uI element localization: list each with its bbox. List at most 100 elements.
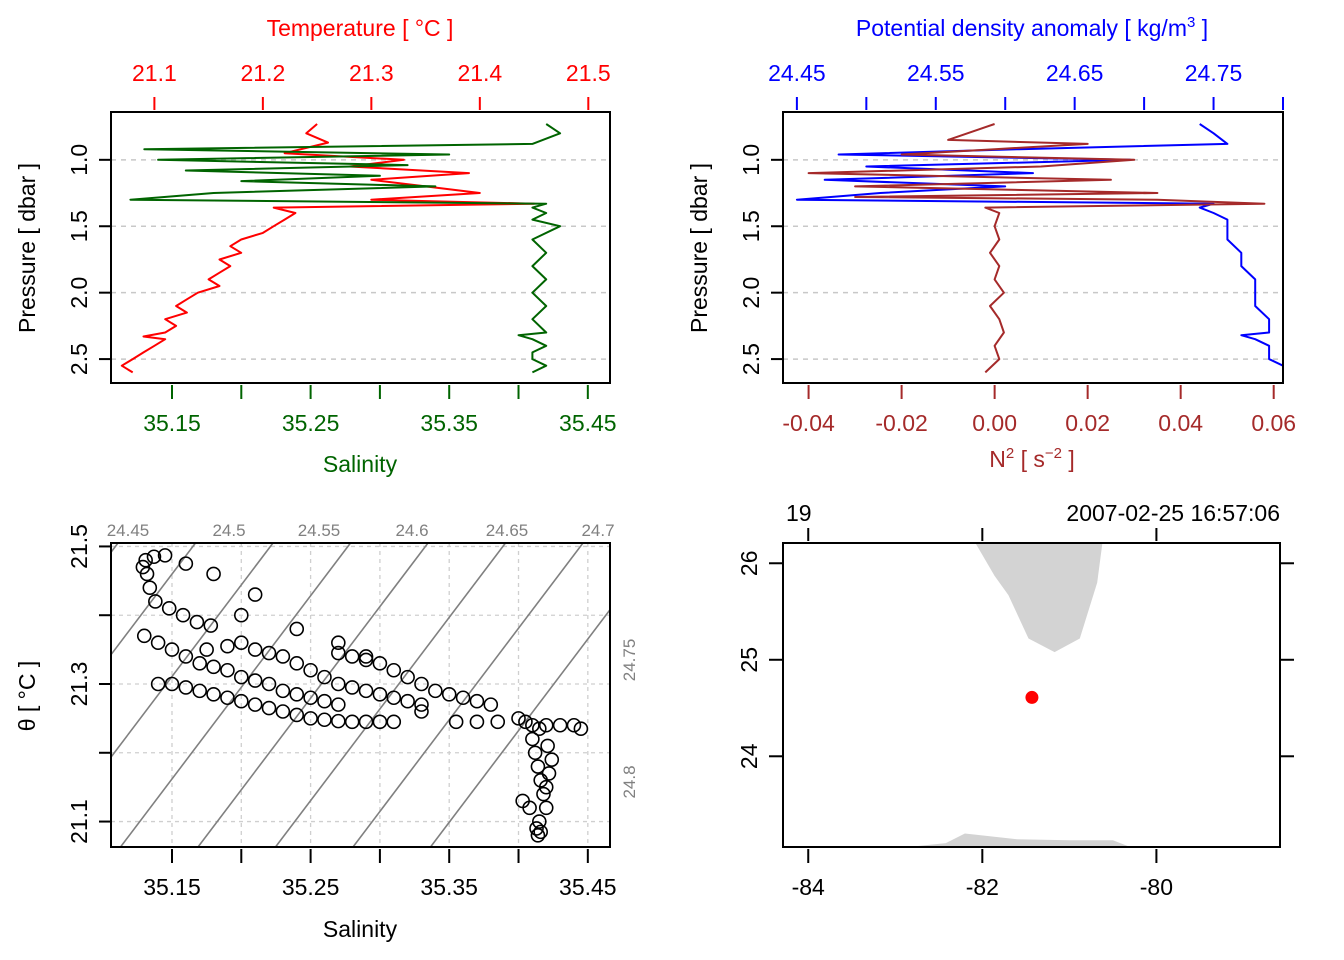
ts-point — [483, 697, 499, 712]
ts-point — [529, 821, 544, 836]
ts-point — [164, 676, 180, 692]
ts-point — [289, 656, 305, 671]
ts-point — [150, 635, 166, 651]
ts-point — [317, 712, 332, 728]
panel-ts-diagram: 24.45 24.5 24.55 24.6 24.65 24.7 24.75 24.8 35.… — [14, 521, 639, 942]
station-id-label: 19 — [786, 500, 812, 526]
n2-profile-line — [807, 123, 1266, 374]
ts-point — [525, 731, 540, 747]
lat-tick-label: 24 — [736, 743, 762, 769]
top-tick-label: 21.4 — [457, 60, 502, 86]
ts-point — [372, 656, 388, 671]
ts-point — [142, 580, 158, 596]
isopycnal-label: 24.65 — [486, 521, 529, 540]
y-tick-label: 21.3 — [66, 662, 92, 707]
ts-point — [317, 669, 332, 685]
top-tick-label: 24.75 — [1185, 60, 1243, 86]
ts-point — [275, 649, 291, 664]
ts-point — [522, 800, 537, 816]
isopycnal-label: 24.6 — [395, 521, 428, 540]
y-tick-label: 1.0 — [66, 144, 92, 176]
top-tick-label: 24.55 — [907, 60, 965, 86]
ts-point — [331, 713, 346, 729]
ts-point — [289, 707, 305, 723]
bottom-tick-label: 0.04 — [1158, 410, 1203, 436]
isopycnal-line — [110, 542, 197, 656]
ts-point — [178, 556, 194, 571]
ts-point — [532, 721, 547, 737]
y-tick-label: 1.0 — [738, 144, 764, 176]
ts-point — [448, 714, 464, 730]
ts-point — [538, 800, 554, 816]
ts-point — [247, 642, 263, 657]
isopycnal-line — [197, 542, 429, 848]
ts-point — [441, 687, 457, 702]
ts-point — [344, 714, 360, 730]
x-tick-label: 35.25 — [282, 874, 340, 900]
ts-point — [303, 690, 318, 706]
ts-point — [386, 690, 402, 706]
ts-point — [511, 711, 526, 726]
ts-point — [206, 687, 221, 702]
ts-point — [552, 717, 568, 733]
ts-point — [247, 587, 263, 602]
ts-point — [358, 649, 374, 664]
ts-point — [175, 607, 191, 623]
lat-tick-label: 26 — [736, 550, 762, 576]
x-tick-label: 35.35 — [420, 874, 478, 900]
bottom-tick-label: -0.04 — [782, 410, 835, 436]
ts-point — [233, 635, 249, 651]
density-profile-line — [795, 123, 1284, 373]
ts-point — [386, 714, 402, 730]
isopycnal-label: 24.7 — [581, 521, 614, 540]
density-title-close: ] — [1195, 15, 1208, 41]
ts-point — [150, 676, 166, 692]
lon-tick-label: -84 — [792, 874, 825, 900]
left-axis-title: Pressure [ dbar ] — [686, 163, 712, 333]
ts-point — [261, 676, 277, 692]
panel-density-n2-profile: Potential density anomaly [ kg/m3 ] 24.4… — [686, 14, 1296, 472]
ts-point — [138, 552, 153, 568]
ts-point — [275, 704, 291, 719]
ts-point — [161, 601, 177, 616]
ts-point — [372, 714, 388, 730]
lon-tick-label: -82 — [966, 874, 999, 900]
x-tick-label: 35.45 — [559, 874, 617, 900]
ts-point — [414, 704, 429, 719]
ts-point — [573, 721, 589, 737]
top-axis-title: Temperature [ °C ] — [267, 15, 454, 41]
bottom-tick-label: 0.00 — [972, 410, 1017, 436]
superscript-minus-2: −2 — [1045, 445, 1062, 462]
ts-point — [192, 683, 208, 699]
ts-point — [220, 638, 235, 654]
isopycnal-label: 24.5 — [212, 521, 245, 540]
ts-point — [289, 687, 305, 702]
ts-point — [400, 669, 415, 685]
y-tick-label: 2.5 — [738, 343, 764, 375]
y-tick-label: 2.0 — [738, 277, 764, 309]
isopycnal-line — [429, 609, 611, 848]
lat-tick-label: 25 — [736, 647, 762, 673]
isopycnal-label: 24.55 — [298, 521, 341, 540]
bottom-tick-label: 35.35 — [420, 410, 478, 436]
ts-point — [518, 714, 533, 730]
ts-point — [303, 711, 318, 726]
ts-point — [157, 548, 173, 563]
ts-point — [536, 786, 551, 802]
ts-point — [192, 656, 208, 671]
y-tick-label: 21.1 — [66, 799, 92, 844]
ts-point — [233, 607, 249, 623]
bottom-tick-label: 35.15 — [143, 410, 201, 436]
n2-title-close: ] — [1062, 446, 1075, 472]
ts-point — [331, 697, 346, 712]
ts-point — [289, 621, 305, 637]
ts-point — [414, 676, 429, 692]
left-axis-title: Pressure [ dbar ] — [14, 163, 40, 333]
station-time-label: 2007-02-25 16:57:06 — [1066, 500, 1280, 526]
temperature-profile-line — [120, 123, 536, 374]
bottom-tick-label: 0.06 — [1251, 410, 1296, 436]
salinity-profile-line — [129, 123, 562, 374]
ts-point — [148, 594, 163, 609]
ts-point — [469, 714, 485, 730]
